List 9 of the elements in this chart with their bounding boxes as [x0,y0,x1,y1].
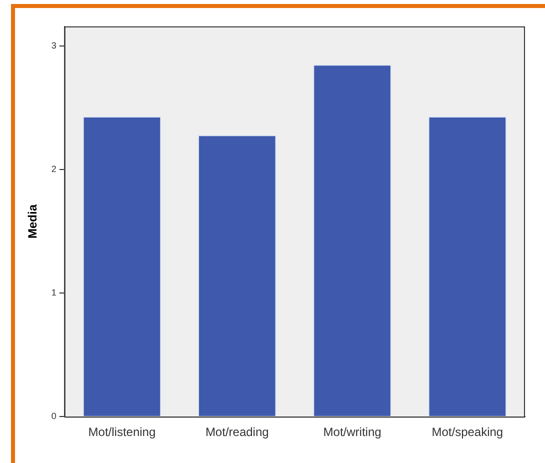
y-axis-title: Media [26,204,40,239]
x-tick-label: Mot/listening [88,425,156,440]
y-tick-label: 1 [51,288,56,298]
x-tick-label: Mot/speaking [432,425,504,440]
y-tick-label: 2 [51,164,56,174]
y-tick-label: 3 [51,40,56,51]
y-tick-label: 0 [51,411,56,422]
x-tick-label: Mot/writing [323,425,382,440]
x-tick-label: Mot/reading [205,425,269,440]
